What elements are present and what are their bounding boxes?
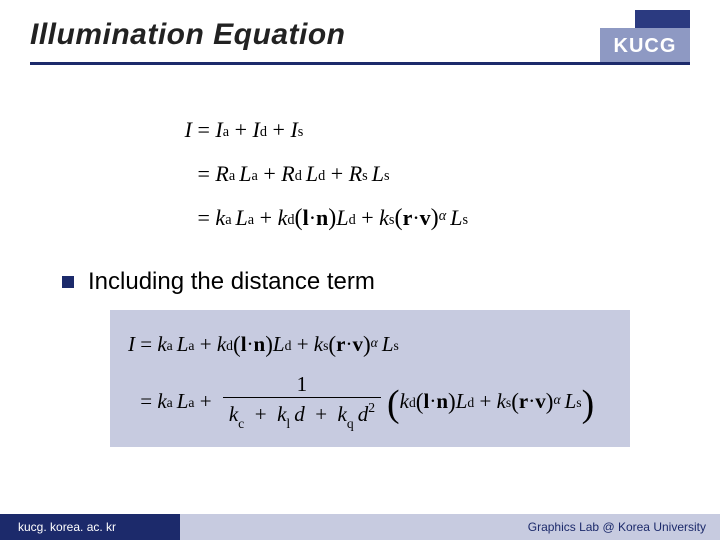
eq1-line2: = RaLa + RdLd + RsLs [170,152,670,196]
eq1-line3: = kaLa + kd (l·n) Ld + ks (r·v)α Ls [170,196,670,240]
footer: kucg. korea. ac. kr Graphics Lab @ Korea… [0,514,720,540]
bullet-item: Including the distance term [62,268,670,296]
title-bar: Illumination Equation KUCG [0,0,720,52]
eq2-line2: I = kaLa + 1 kc + kld + kqd2 ( kd (l·n) … [128,374,612,429]
bullet-text: Including the distance term [88,268,375,296]
equation-block-1: I = Ia + Id + Is = RaLa + RdLd + RsLs = … [170,108,670,240]
footer-right: Graphics Lab @ Korea University [180,514,720,540]
square-bullet-icon [62,276,74,288]
logo-badge: KUCG [600,10,690,65]
logo-front-rect: KUCG [600,28,690,65]
title-rule [0,62,720,68]
eq2-line1: I = kaLa + kd (l·n) Ld + ks (r·v)α Ls [128,324,612,364]
fraction: 1 kc + kld + kqd2 [223,374,381,429]
equation-block-2: I = kaLa + kd (l·n) Ld + ks (r·v)α Ls I … [110,310,630,447]
footer-left: kucg. korea. ac. kr [0,514,180,540]
eq1-line1: I = Ia + Id + Is [170,108,670,152]
page-title: Illumination Equation [30,18,690,52]
content-area: I = Ia + Id + Is = RaLa + RdLd + RsLs = … [0,68,720,447]
